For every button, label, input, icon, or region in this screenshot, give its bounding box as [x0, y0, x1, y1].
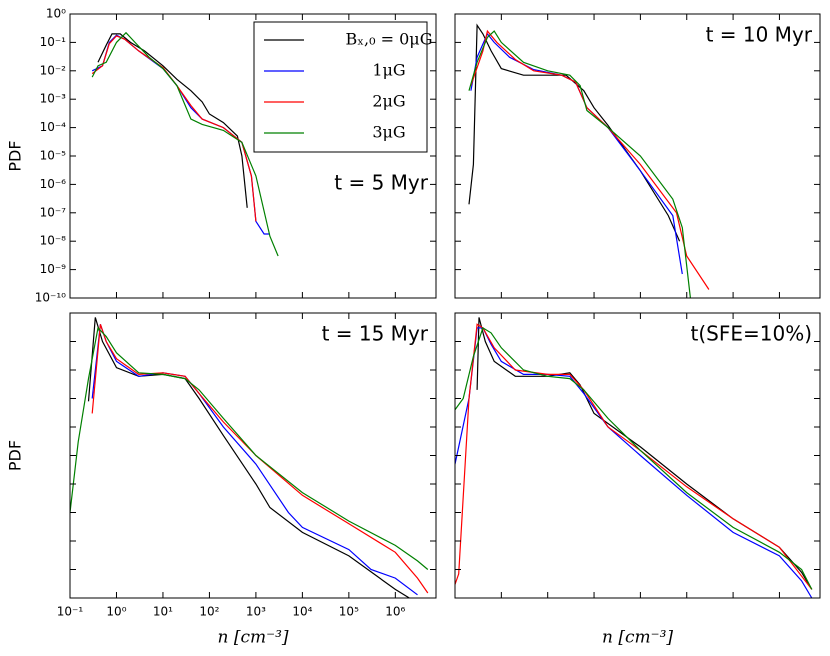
series-line: [468, 23, 681, 242]
panel-annotation: t = 10 Myr: [706, 23, 813, 47]
x-tick-label: 10⁶: [385, 605, 405, 619]
y-axis-label: PDF: [6, 140, 25, 171]
series-line: [91, 324, 429, 594]
y-tick-label: 10⁻⁹: [40, 262, 67, 276]
series-line: [91, 35, 257, 222]
y-tick-label: 10⁻⁴: [40, 120, 67, 134]
series-line: [70, 326, 429, 570]
legend-label: 1μG: [372, 61, 405, 80]
y-tick-label: 10⁻¹⁰: [35, 291, 66, 305]
axes-frame: [69, 312, 437, 599]
series-line: [470, 32, 683, 275]
legend-label: 3μG: [372, 123, 405, 142]
series-line: [455, 327, 813, 598]
legend-box: [253, 21, 428, 153]
panel-annotation: t(SFE=10%): [691, 322, 813, 346]
x-axis-label: n [cm⁻³]: [602, 628, 673, 648]
x-tick-label: 10⁵: [339, 605, 359, 619]
series-line: [97, 33, 248, 208]
series-line: [468, 30, 691, 298]
y-tick-label: 10⁻⁶: [40, 177, 67, 191]
x-axis-label: n [cm⁻³]: [217, 628, 288, 648]
series-line: [455, 323, 813, 590]
x-tick-label: 10³: [246, 605, 266, 619]
x-tick-label: 10⁰: [106, 605, 126, 619]
y-axis-label: PDF: [6, 440, 25, 471]
panel-annotation: t = 15 Myr: [322, 322, 429, 346]
x-tick-label: 10²: [199, 605, 219, 619]
series-line: [470, 29, 710, 290]
y-tick-label: 10⁻⁵: [40, 149, 67, 163]
legend-label: 2μG: [372, 92, 405, 111]
x-tick-label: 10¹: [153, 605, 173, 619]
y-tick-label: 10⁰: [46, 7, 66, 21]
legend-label: Bₓ,₀ = 0μG: [346, 30, 433, 49]
series-line: [91, 324, 418, 596]
y-tick-label: 10⁻¹: [40, 35, 67, 49]
y-tick-label: 10⁻⁷: [40, 205, 67, 219]
series-line: [91, 34, 270, 235]
x-tick-label: 10⁴: [292, 605, 312, 619]
panel-annotation: t = 5 Myr: [334, 171, 428, 195]
series-line: [91, 31, 279, 257]
axes-frame: [454, 13, 821, 299]
series-line: [455, 326, 813, 590]
series-line: [87, 317, 410, 598]
y-tick-label: 10⁻²: [40, 63, 67, 77]
y-tick-label: 10⁻³: [40, 92, 67, 106]
x-tick-label: 10⁻¹: [57, 605, 84, 619]
y-tick-label: 10⁻⁸: [40, 234, 67, 248]
